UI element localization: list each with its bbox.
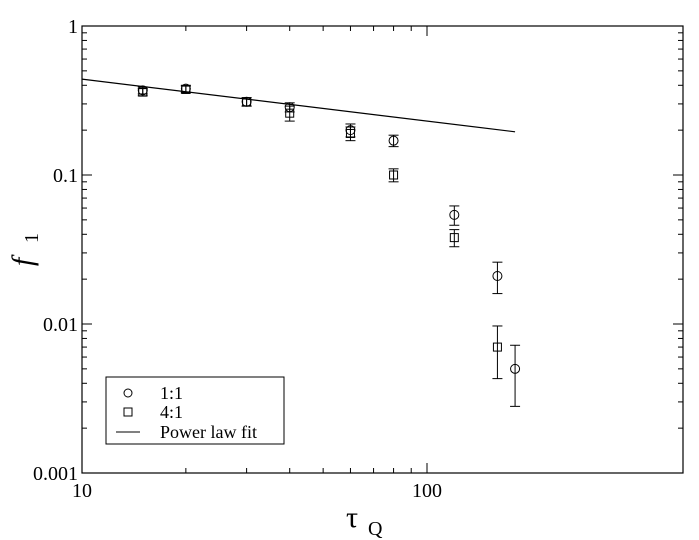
fit-line-layer [81, 78, 516, 133]
power-law-fit-line [81, 78, 516, 133]
data-point-square [492, 342, 502, 352]
x-tick-label: 10 [72, 480, 92, 502]
y-tick-label: 0.01 [43, 314, 78, 336]
data-point-circle [388, 135, 399, 146]
data-point-square [138, 87, 148, 97]
data-point-square [181, 84, 191, 94]
data-point-circle [492, 270, 503, 281]
data-point-square [389, 170, 399, 180]
legend-marker-square [123, 407, 133, 417]
x-axis-title: τ Q [346, 501, 383, 540]
legend-marker-circle [123, 388, 133, 398]
data-point-square [449, 233, 459, 243]
y-tick-label: 1 [68, 16, 78, 38]
legend-label-series-2: 4:1 [160, 402, 183, 422]
data-point-square [285, 108, 295, 118]
x-axis-label: τ [346, 501, 358, 534]
y-axis-title: f 1 [6, 233, 43, 266]
plot-frame [81, 25, 684, 474]
data-point-square [345, 128, 355, 138]
data-marks [137, 83, 521, 407]
legend: 1:1 4:1 Power law fit [105, 376, 285, 445]
data-point-circle [449, 209, 460, 220]
legend-label-series-1: 1:1 [160, 383, 183, 403]
axis-tick-labels: 10 100 0.001 0.01 0.1 1 [33, 16, 442, 502]
y-axis-label: f [6, 254, 39, 266]
y-tick-label: 0.001 [33, 463, 78, 485]
data-point-circle [510, 363, 521, 374]
x-tick-label: 100 [412, 480, 442, 502]
legend-label-series-3: Power law fit [160, 422, 257, 442]
legend-box [105, 376, 285, 445]
y-axis-label-subscript: 1 [21, 233, 43, 243]
data-point-square [242, 97, 252, 107]
x-axis-label-subscript: Q [368, 518, 383, 540]
axis-ticks [81, 25, 683, 474]
y-tick-label: 0.1 [53, 165, 78, 187]
